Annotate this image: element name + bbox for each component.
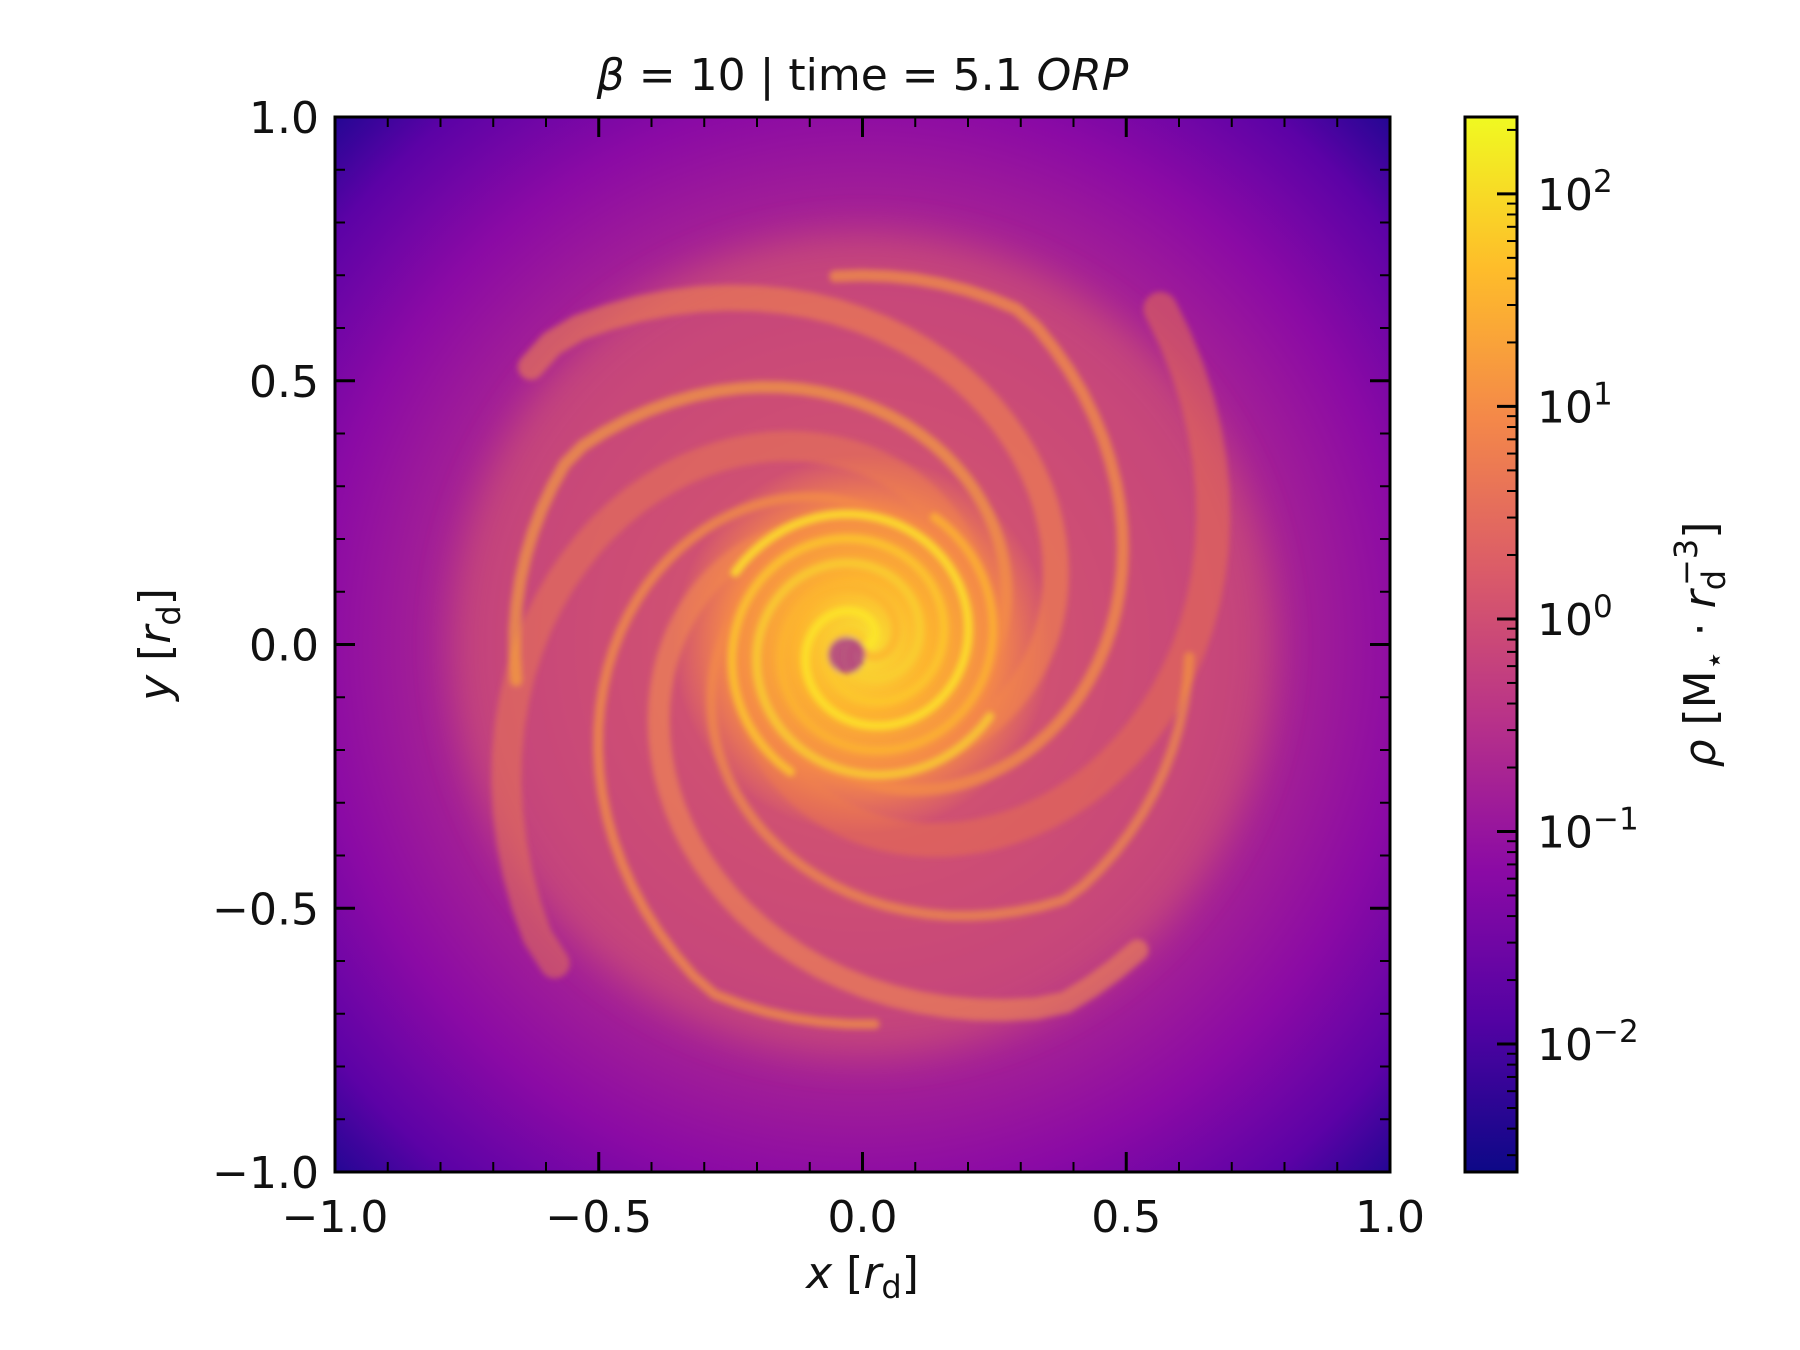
x-tick-label: 0.0: [828, 1192, 898, 1243]
x-tick-labels: −1.0 −0.5 0.0 0.5 1.0: [282, 1192, 1425, 1243]
title-unit: ORP: [1037, 50, 1129, 101]
colorbar-gradient: [1463, 115, 1519, 1174]
colorbar-label: ρ [M⋆ · rd−3]: [1667, 522, 1733, 768]
inner-swirl: [727, 509, 998, 780]
axis-ticks: [333, 115, 1392, 1174]
colorbar-tick-label: 100: [1537, 589, 1613, 646]
colorbar-tick-labels: 10−2 10−1 100 101 102: [1537, 164, 1639, 1071]
core-hole: [828, 636, 866, 674]
title-text: = 10 | time = 5.1: [625, 50, 1037, 101]
y-tick-label: −1.0: [212, 1148, 319, 1199]
x-tick-label: 1.0: [1355, 1192, 1425, 1243]
x-axis-label: x [rd]: [804, 1248, 919, 1306]
x-tick-label: −1.0: [282, 1192, 389, 1243]
inner-core: [672, 454, 1053, 835]
density-map: [335, 117, 1390, 1172]
colorbar-tick-label: 102: [1537, 164, 1613, 221]
swirl-filament: [776, 512, 998, 755]
y-axis-label: y [rd]: [130, 588, 188, 703]
y-tick-label: 1.0: [249, 93, 319, 144]
title-beta: β: [596, 50, 625, 101]
x-tick-label: −0.5: [545, 1192, 652, 1243]
y-tick-labels: −1.0 −0.5 0.0 0.5 1.0: [212, 93, 319, 1199]
colorbar-tick-label: 10−2: [1537, 1014, 1639, 1071]
colorbar-tick-label: 10−1: [1537, 801, 1639, 858]
colorbar-tick-label: 101: [1537, 376, 1613, 433]
y-tick-label: −0.5: [212, 884, 319, 935]
swirl-filament: [730, 509, 973, 731]
y-tick-label: 0.5: [249, 357, 319, 408]
x-tick-label: 0.5: [1091, 1192, 1161, 1243]
y-tick-label: 0.0: [249, 621, 319, 672]
colorbar: 10−2 10−1 100 101 102 ρ [M⋆ · rd−3]: [1463, 115, 1733, 1174]
colorbar-ticks: [1497, 128, 1517, 1157]
chart-title: β = 10 | time = 5.1 ORP: [596, 50, 1129, 101]
swirl-filament: [752, 558, 995, 780]
